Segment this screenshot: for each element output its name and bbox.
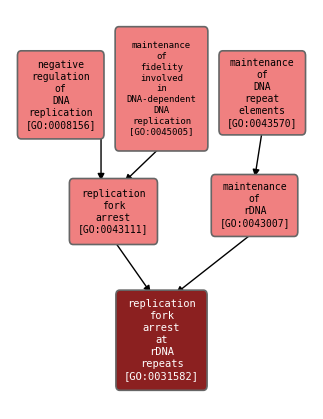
FancyBboxPatch shape [116,290,207,391]
FancyBboxPatch shape [219,51,306,135]
Text: maintenance
of
DNA
repeat
elements
[GO:0043570]: maintenance of DNA repeat elements [GO:0… [227,58,297,128]
Text: replication
fork
arrest
at
rDNA
repeats
[GO:0031582]: replication fork arrest at rDNA repeats … [124,299,199,381]
Text: negative
regulation
of
DNA
replication
[GO:0008156]: negative regulation of DNA replication [… [26,60,96,130]
Text: maintenance
of
fidelity
involved
in
DNA-dependent
DNA
replication
[GO:0045005]: maintenance of fidelity involved in DNA-… [127,41,196,136]
FancyBboxPatch shape [115,27,208,151]
FancyBboxPatch shape [17,51,104,139]
FancyBboxPatch shape [69,178,158,245]
Text: maintenance
of
rDNA
[GO:0043007]: maintenance of rDNA [GO:0043007] [219,183,290,228]
Text: replication
fork
arrest
[GO:0043111]: replication fork arrest [GO:0043111] [78,189,149,235]
FancyBboxPatch shape [211,174,298,236]
